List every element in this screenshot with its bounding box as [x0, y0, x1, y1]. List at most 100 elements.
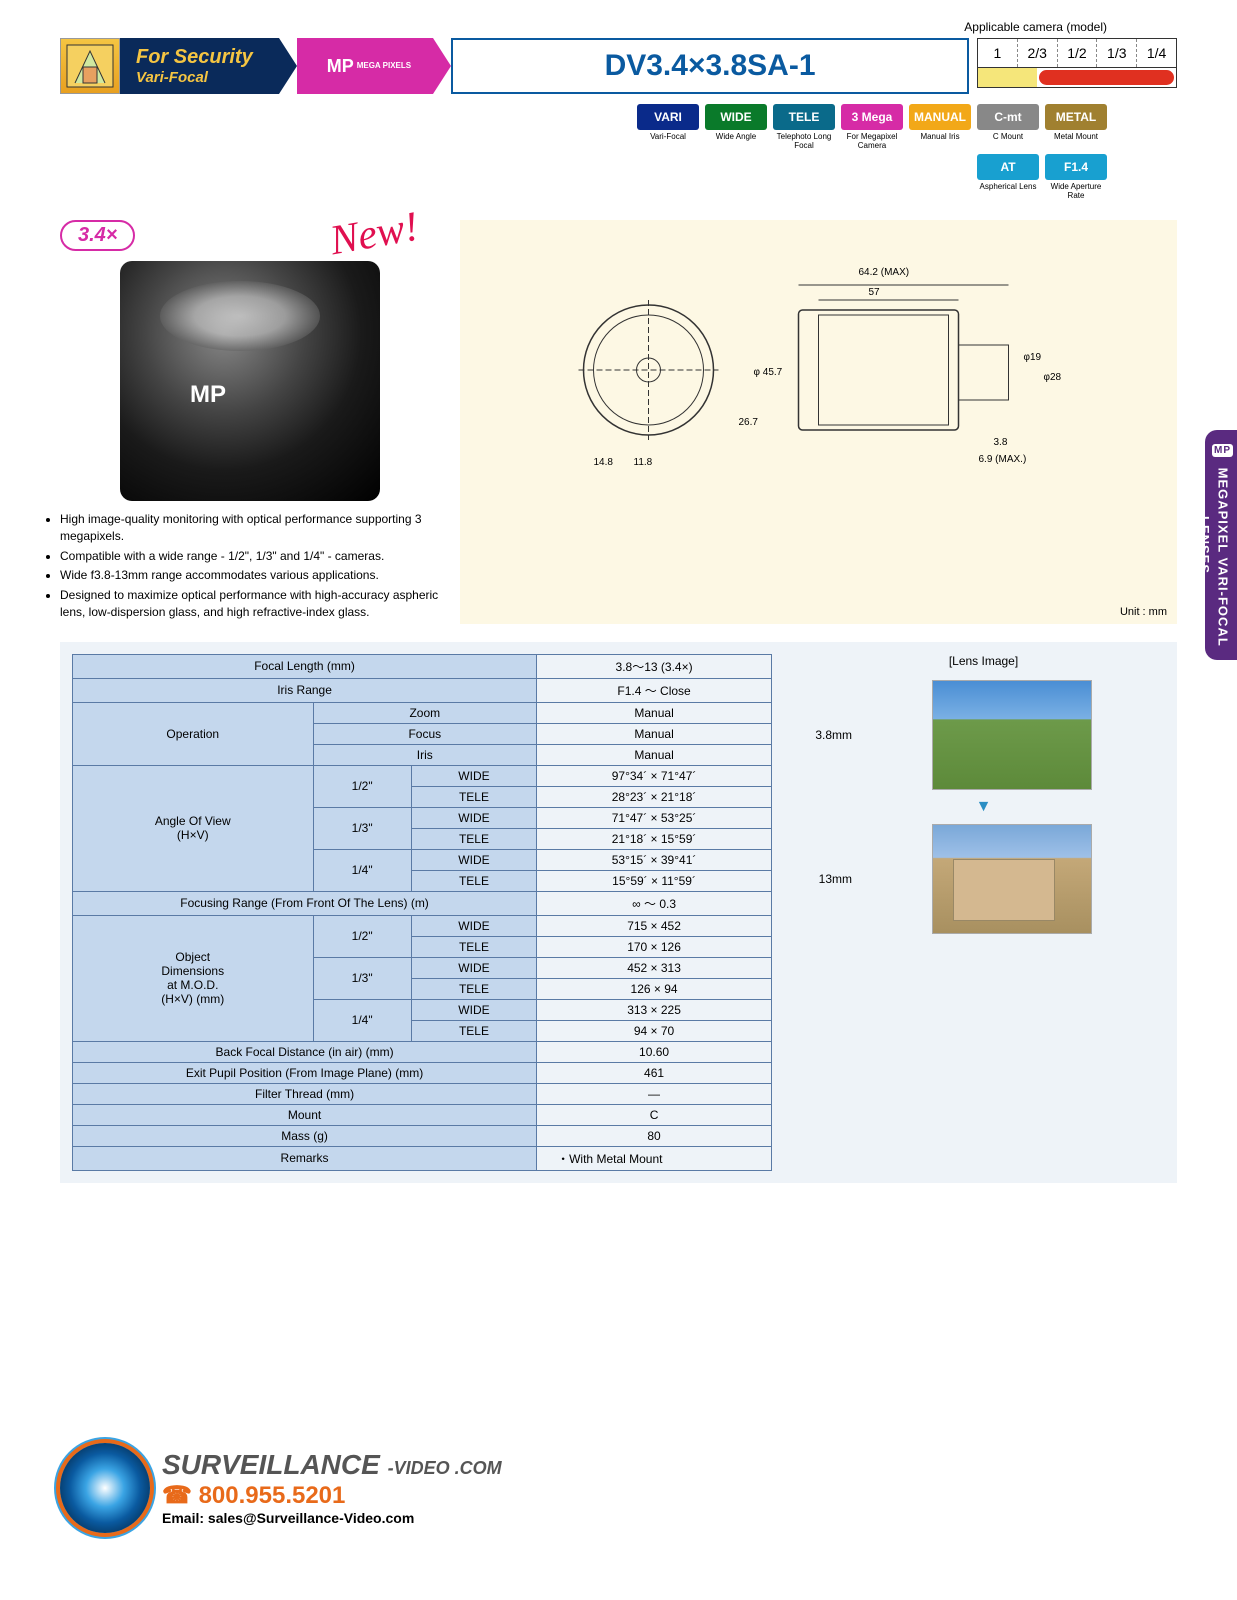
badge-label: Aspherical Lens: [980, 182, 1037, 200]
footer-lens-icon: [60, 1443, 150, 1533]
spec-cell: 80: [537, 1125, 772, 1146]
triangle-down-icon: ▼: [802, 798, 1165, 816]
spec-cell: TELE: [411, 978, 536, 999]
svg-text:6.9 (MAX.): 6.9 (MAX.): [979, 454, 1027, 465]
spec-cell: TELE: [411, 1020, 536, 1041]
spec-cell: ∞ ～ 0.3: [537, 891, 772, 915]
spec-cell: ・With Metal Mount: [537, 1146, 772, 1170]
badges-row: VARI Vari-Focal WIDEWide AngleTELE Telephot…: [60, 104, 1177, 200]
footer-phone: 800.955.5201: [162, 1481, 502, 1510]
spec-cell: Iris: [313, 744, 537, 765]
badge-label: Vari-Focal: [650, 132, 686, 150]
bullet-item: Designed to maximize optical performance…: [60, 587, 440, 621]
spec-cell: —: [537, 1083, 772, 1104]
spec-cell: WIDE: [411, 765, 536, 786]
spec-cell: 15°59´ × 11°59´: [537, 870, 772, 891]
spec-cell: WIDE: [411, 999, 536, 1020]
spec-cell: 1/3": [313, 957, 411, 999]
spec-cell: 461: [537, 1062, 772, 1083]
footer-email: Email: sales@Surveillance-Video.com: [162, 1510, 502, 1526]
spec-cell: Exit Pupil Position (From Image Plane) (…: [73, 1062, 537, 1083]
spec-cell: 3.8～13 (3.4×): [537, 654, 772, 678]
badge: WIDE: [705, 104, 767, 130]
badge-label: Manual Iris: [920, 132, 959, 150]
lens-wide-label: 3.8mm: [802, 728, 852, 742]
lens-image-tele: [932, 824, 1092, 934]
spec-cell: F1.4 ～ Close: [537, 678, 772, 702]
camera-bar-yellow: [978, 68, 1037, 87]
camera-model-box: 12/31/21/31/4: [977, 38, 1177, 94]
spec-cell: 452 × 313: [537, 957, 772, 978]
svg-text:64.2 (MAX): 64.2 (MAX): [859, 267, 910, 278]
badge-stack: VARI Vari-Focal: [637, 104, 699, 200]
new-tag: New!: [327, 203, 423, 266]
footer: SURVEILLANCE -VIDEO .COM 800.955.5201 Em…: [60, 1443, 1177, 1533]
spec-cell: TELE: [411, 786, 536, 807]
security-title: For Security: [136, 46, 253, 69]
spec-cell: 1/4": [313, 849, 411, 891]
spec-cell: 1/2": [313, 765, 411, 807]
spec-cell: Back Focal Distance (in air) (mm): [73, 1041, 537, 1062]
camera-model-cell: 1: [978, 39, 1018, 67]
spec-cell: TELE: [411, 870, 536, 891]
product-image: MP: [120, 261, 380, 501]
footer-company: SURVEILLANCE -VIDEO .COM: [162, 1449, 502, 1481]
spec-cell: 71°47´ × 53°25´: [537, 807, 772, 828]
badge-stack: WIDEWide Angle: [705, 104, 767, 200]
spec-cell: Operation: [73, 702, 314, 765]
lens-images-title: [Lens Image]: [802, 654, 1165, 668]
header-mp-badge: MPMEGA PIXELS: [297, 38, 433, 94]
svg-text:φ28: φ28: [1044, 372, 1062, 383]
badge-label: Metal Mount: [1054, 132, 1098, 150]
spec-table: Focal Length (mm)3.8～13 (3.4×)Iris Range…: [72, 654, 772, 1171]
spec-cell: Zoom: [313, 702, 537, 723]
lens-image-wide: [932, 680, 1092, 790]
security-sub: Vari-Focal: [136, 69, 253, 86]
bullet-item: Compatible with a wide range - 1/2", 1/3…: [60, 548, 440, 565]
spec-cell: 313 × 225: [537, 999, 772, 1020]
badge: 3 Mega: [841, 104, 903, 130]
bullet-item: High image-quality monitoring with optic…: [60, 511, 440, 545]
zoom-factor-pill: 3.4×: [60, 220, 135, 251]
spec-cell: Focusing Range (From Front Of The Lens) …: [73, 891, 537, 915]
spec-cell: 715 × 452: [537, 915, 772, 936]
spec-cell: 53°15´ × 39°41´: [537, 849, 772, 870]
spec-cell: ObjectDimensionsat M.O.D.(H×V) (mm): [73, 915, 314, 1041]
badge-stack: MANUALManual Iris: [909, 104, 971, 200]
bullet-item: Wide f3.8-13mm range accommodates variou…: [60, 567, 440, 584]
badge-stack: METALMetal MountF1.4Wide Aperture Rate: [1045, 104, 1107, 200]
spec-cell: Focus: [313, 723, 537, 744]
spec-cell: Manual: [537, 702, 772, 723]
camera-model-cell: 1/3: [1097, 39, 1137, 67]
spec-cell: TELE: [411, 828, 536, 849]
badge: TELE: [773, 104, 835, 130]
feature-bullets: High image-quality monitoring with optic…: [60, 511, 440, 621]
svg-text:11.8: 11.8: [634, 457, 653, 468]
badge-label: C Mount: [993, 132, 1023, 150]
spec-cell: Mount: [73, 1104, 537, 1125]
diagram-unit: Unit : mm: [1120, 606, 1167, 618]
spec-cell: 94 × 70: [537, 1020, 772, 1041]
spec-cell: 126 × 94: [537, 978, 772, 999]
badge: AT: [977, 154, 1039, 180]
spec-cell: 21°18´ × 15°59´: [537, 828, 772, 849]
svg-text:3.8: 3.8: [994, 437, 1008, 448]
camera-model-cell: 1/4: [1137, 39, 1176, 67]
header-row: For Security Vari-Focal MPMEGA PIXELS DV…: [60, 38, 1177, 94]
dimension-diagram: 14.811.8 64.2 (MAX) 57 φ 45.7 26.7 φ19 φ…: [460, 220, 1177, 624]
badge: VARI: [637, 104, 699, 130]
spec-cell: Manual: [537, 744, 772, 765]
camera-model-cell: 1/2: [1058, 39, 1098, 67]
spec-cell: WIDE: [411, 849, 536, 870]
badge-label: Telephoto Long Focal: [773, 132, 835, 150]
badge-stack: 3 Mega For Megapixel Camera: [841, 104, 903, 200]
spec-cell: WIDE: [411, 915, 536, 936]
spec-cell: 97°34´ × 71°47´: [537, 765, 772, 786]
spec-cell: WIDE: [411, 807, 536, 828]
spec-cell: 1/4": [313, 999, 411, 1041]
badge: C-mt: [977, 104, 1039, 130]
badge-label: For Megapixel Camera: [841, 132, 903, 150]
spec-cell: WIDE: [411, 957, 536, 978]
header-icon: [60, 38, 120, 94]
side-tab: MP MEGAPIXEL VARI-FOCAL LENSES: [1205, 430, 1237, 660]
